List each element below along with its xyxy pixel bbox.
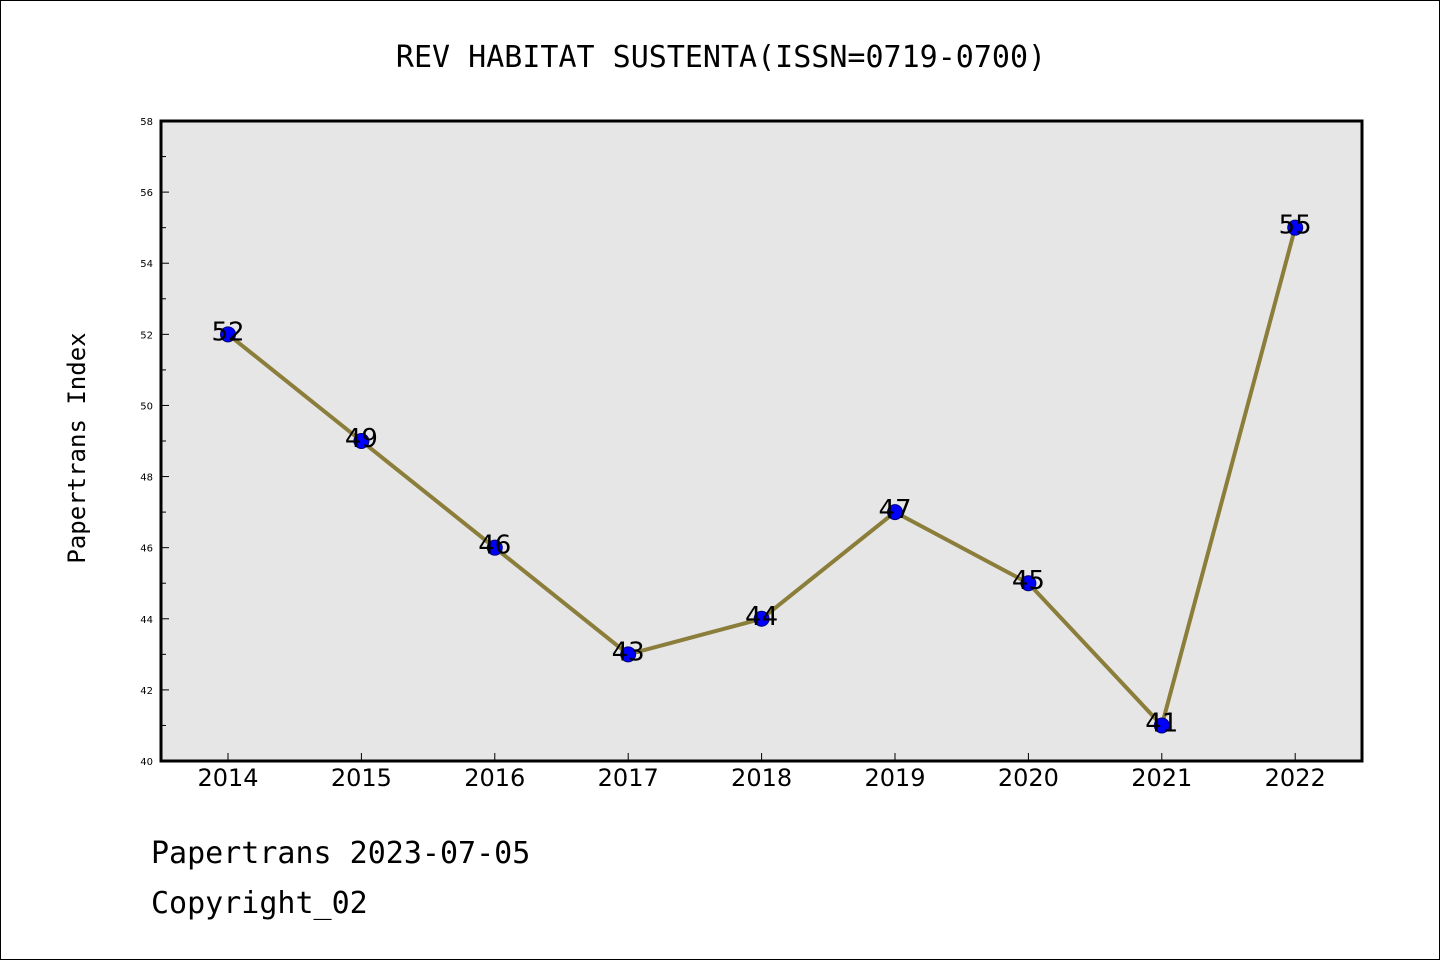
data-point [1287, 219, 1304, 236]
data-point [1153, 717, 1170, 734]
y-tick-label: 42 [140, 686, 153, 697]
data-label: 44 [745, 602, 778, 632]
data-point [620, 646, 637, 663]
footer-copyright-text: Copyright_02 [151, 886, 368, 921]
data-point [486, 539, 503, 556]
y-axis-label: Papertrans Index [63, 332, 91, 563]
y-tick-label: 54 [140, 259, 153, 270]
y-tick-label: 46 [140, 544, 153, 555]
x-tick-label: 2019 [864, 764, 925, 792]
data-point [1020, 575, 1037, 592]
data-label: 49 [345, 424, 378, 454]
data-point [753, 610, 770, 627]
data-label: 41 [1145, 708, 1178, 738]
x-tick-label: 2017 [598, 764, 659, 792]
x-tick-label: 2014 [197, 764, 258, 792]
y-tick-label: 52 [140, 330, 153, 341]
x-tick-label: 2015 [331, 764, 392, 792]
x-tick-label: 2016 [464, 764, 525, 792]
y-tick-label: 56 [140, 188, 153, 199]
y-tick-label: 44 [140, 615, 153, 626]
x-axis-ticks: 2014 2015 2016 2017 2018 2019 2020 2021 2022 [197, 753, 1326, 792]
y-tick-label: 50 [140, 401, 153, 412]
y-axis-ticks: 40 42 44 46 48 50 52 54 56 58 [140, 117, 169, 768]
data-label: 55 [1279, 211, 1312, 241]
x-tick-label: 2022 [1265, 764, 1326, 792]
data-point [353, 433, 370, 449]
data-label: 46 [478, 531, 511, 561]
data-label: 52 [211, 317, 244, 347]
plot-frame [159, 119, 1364, 763]
data-point [220, 326, 236, 343]
y-tick-label: 48 [140, 473, 153, 484]
x-tick-label: 2018 [731, 764, 792, 792]
x-tick-label: 2020 [998, 764, 1059, 792]
data-label: 45 [1012, 566, 1045, 596]
series-layer [220, 219, 1304, 734]
y-tick-label: 58 [140, 117, 153, 128]
data-point [887, 504, 903, 521]
chart-title: REV HABITAT SUSTENTA(ISSN=0719-0700) [396, 40, 1046, 75]
plot-area [161, 121, 1362, 761]
footer-date-text: Papertrans 2023-07-05 [151, 836, 531, 871]
data-labels: 52 49 46 43 44 47 45 41 55 [211, 211, 1311, 739]
data-label: 47 [878, 495, 911, 525]
y-tick-label: 40 [140, 757, 153, 768]
x-tick-label: 2021 [1131, 764, 1192, 792]
data-label: 43 [612, 637, 645, 667]
